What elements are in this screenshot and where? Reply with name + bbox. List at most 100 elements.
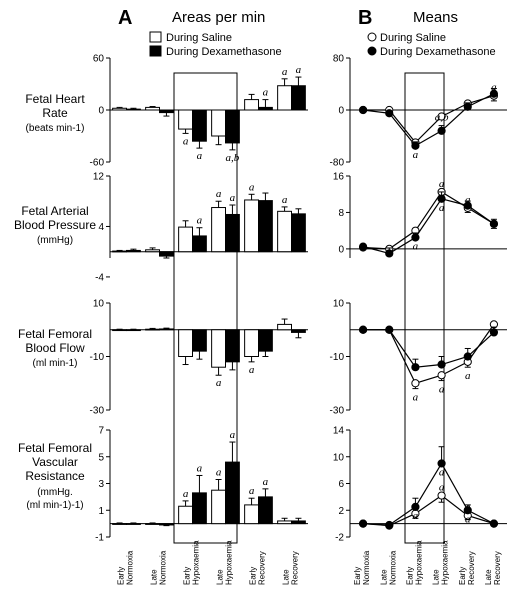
x-category-label: Early Hypoxaemia: [183, 540, 201, 585]
point-dexamethasone: [411, 502, 420, 512]
significance-label: a: [249, 181, 255, 193]
x-category-label: Early Normoxia: [353, 550, 371, 585]
significance-label: a,b: [226, 152, 240, 164]
significance-label: a: [413, 392, 419, 404]
x-category-line1: Late: [432, 569, 441, 585]
line-saline: [363, 95, 495, 144]
row-label-line: Blood Flow: [25, 341, 85, 355]
line-saline: [363, 191, 495, 250]
bar-dexamethasone: [159, 328, 174, 331]
point-dexamethasone: [358, 105, 368, 115]
row-label-line: Fetal Femoral: [18, 441, 92, 455]
row-label-unit: (beats min-1): [26, 123, 85, 134]
significance-label: a: [465, 513, 471, 525]
significance-label: a: [216, 466, 222, 478]
significance-label: a: [263, 476, 269, 488]
significance-label: a: [439, 384, 445, 396]
significance-label: a: [197, 215, 203, 227]
point-dexamethasone: [437, 459, 446, 468]
bar-dexamethasone: [291, 213, 306, 253]
x-category-line1: Early: [117, 567, 126, 585]
y-tick-label: 5: [98, 452, 104, 463]
panel-a-title: Areas per min: [172, 9, 265, 26]
bar-saline: [211, 489, 226, 525]
point-dexamethasone: [437, 126, 446, 135]
significance-label: a: [197, 462, 203, 474]
point-dexamethasone: [411, 363, 420, 372]
legend-b-dex-marker: [367, 46, 377, 56]
bar-dexamethasone: [126, 523, 141, 525]
bar-dexamethasone: [225, 329, 240, 363]
y-tick-label: -2: [335, 533, 344, 544]
y-tick-label: 0: [98, 106, 104, 117]
point-dexamethasone: [463, 201, 472, 210]
x-category-line1: Late: [216, 569, 225, 585]
y-tick-label: 4: [98, 222, 104, 233]
x-category-label: Early Normoxia: [117, 550, 135, 585]
legend-a-saline-label: During Saline: [166, 32, 232, 44]
significance-label: a: [413, 241, 419, 253]
bar-dexamethasone: [192, 109, 207, 142]
legend-b-dex-label: During Dexamethasone: [380, 46, 496, 58]
row-label-vascular-resistance: Fetal Femoral Vascular Resistance (mmHg.…: [18, 441, 92, 511]
bar-saline: [145, 523, 160, 525]
bar-dexamethasone: [258, 106, 273, 111]
x-category-label: Early Hypoxaemia: [405, 540, 423, 585]
x-category-label: Late Recovery: [282, 551, 300, 585]
bar-dexamethasone: [291, 520, 306, 525]
row-label-unit: (mmHg): [37, 235, 73, 246]
significance-label: a: [197, 150, 203, 162]
point-dexamethasone: [411, 233, 420, 242]
y-tick-label: 16: [333, 172, 345, 183]
row-label-line: Rate: [42, 106, 68, 120]
point-dexamethasone: [385, 109, 394, 118]
row-label-heart-rate: Fetal Heart Rate (beats min-1): [25, 92, 85, 134]
x-axis-labels: Early Normoxia Late Normoxia Early Hypoxaemia…: [117, 540, 502, 585]
y-tick-label: 80: [333, 54, 345, 65]
x-category-line2: Hypoxaemia: [192, 540, 201, 585]
bar-dexamethasone: [126, 108, 141, 111]
bar-saline: [112, 523, 127, 525]
x-category-label: Late Hypoxaemia: [216, 540, 234, 585]
row-label-line: Resistance: [25, 469, 85, 483]
bar-dexamethasone: [258, 200, 273, 253]
x-category-line2: Recovery: [467, 551, 476, 585]
legend-a-dex-swatch: [149, 45, 162, 57]
point-dexamethasone: [463, 506, 472, 515]
bar-dexamethasone: [225, 461, 240, 525]
line-saline: [363, 324, 495, 384]
bar-dexamethasone: [258, 329, 273, 352]
significance-label: a: [491, 82, 497, 94]
significance-label: a: [439, 202, 445, 214]
bar-saline: [145, 249, 160, 253]
bar-saline: [277, 323, 293, 331]
point-dexamethasone: [463, 352, 472, 361]
x-category-line2: Hypoxaemia: [225, 540, 234, 585]
legend-a-saline-swatch: [149, 31, 162, 43]
point-saline: [437, 371, 446, 380]
y-tick-label: -30: [330, 406, 345, 417]
bar-dexamethasone: [192, 329, 207, 352]
y-tick-label: 6: [338, 479, 344, 490]
x-category-label: Late Hypoxaemia: [432, 540, 450, 585]
x-category-line2: Recovery: [493, 551, 502, 585]
row-label-unit: (ml min-1)-1): [26, 500, 83, 511]
significance-label: a,b: [435, 112, 449, 124]
point-dexamethasone: [489, 328, 499, 337]
point-dexamethasone: [489, 519, 499, 528]
point-dexamethasone: [385, 325, 394, 334]
point-dexamethasone: [411, 141, 420, 150]
significance-label: a: [216, 188, 222, 200]
bar-saline: [244, 199, 259, 253]
y-tick-label: -10: [90, 352, 105, 363]
bar-saline: [112, 329, 127, 332]
point-dexamethasone: [358, 325, 368, 334]
x-category-line2: Normoxia: [388, 550, 397, 585]
significance-label: a: [465, 194, 471, 206]
bar-saline: [211, 329, 226, 368]
bar-dexamethasone: [291, 329, 306, 333]
y-tick-label: 0: [338, 244, 344, 255]
line-dexamethasone: [363, 329, 495, 368]
